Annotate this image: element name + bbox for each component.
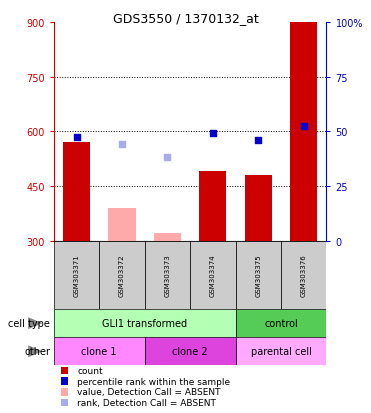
Text: other: other bbox=[24, 347, 50, 356]
Bar bbox=[54, 241, 99, 309]
Bar bbox=[236, 309, 326, 337]
Bar bbox=[236, 337, 326, 366]
Point bbox=[164, 154, 170, 161]
Text: cell type: cell type bbox=[8, 318, 50, 328]
Bar bbox=[145, 241, 190, 309]
Text: GLI1 transformed: GLI1 transformed bbox=[102, 318, 187, 328]
Text: GSM303373: GSM303373 bbox=[164, 254, 170, 297]
Point bbox=[210, 131, 216, 137]
Bar bbox=[145, 337, 236, 366]
Text: control: control bbox=[264, 318, 298, 328]
Polygon shape bbox=[28, 318, 42, 329]
Bar bbox=[63, 143, 90, 241]
Bar bbox=[108, 209, 136, 241]
Text: GSM303375: GSM303375 bbox=[255, 254, 261, 297]
Text: GDS3550 / 1370132_at: GDS3550 / 1370132_at bbox=[113, 12, 258, 24]
Bar bbox=[54, 337, 145, 366]
Bar bbox=[154, 234, 181, 241]
Bar bbox=[54, 309, 236, 337]
Point bbox=[255, 138, 261, 145]
Bar bbox=[236, 241, 281, 309]
Bar bbox=[99, 241, 145, 309]
Polygon shape bbox=[28, 346, 42, 357]
Text: value, Detection Call = ABSENT: value, Detection Call = ABSENT bbox=[77, 387, 221, 396]
Bar bbox=[290, 23, 317, 241]
Bar bbox=[245, 176, 272, 241]
Text: clone 1: clone 1 bbox=[82, 347, 117, 356]
Text: parental cell: parental cell bbox=[250, 347, 312, 356]
Text: GSM303372: GSM303372 bbox=[119, 254, 125, 297]
Text: count: count bbox=[77, 366, 103, 375]
Text: GSM303376: GSM303376 bbox=[301, 254, 307, 297]
Bar bbox=[281, 241, 326, 309]
Point bbox=[119, 141, 125, 148]
Text: GSM303374: GSM303374 bbox=[210, 254, 216, 297]
Bar bbox=[199, 172, 226, 241]
Text: percentile rank within the sample: percentile rank within the sample bbox=[77, 377, 230, 386]
Text: clone 2: clone 2 bbox=[172, 347, 208, 356]
Bar bbox=[190, 241, 236, 309]
Point bbox=[73, 134, 79, 141]
Point bbox=[301, 123, 307, 130]
Text: rank, Detection Call = ABSENT: rank, Detection Call = ABSENT bbox=[77, 398, 216, 407]
Text: GSM303371: GSM303371 bbox=[73, 254, 79, 297]
